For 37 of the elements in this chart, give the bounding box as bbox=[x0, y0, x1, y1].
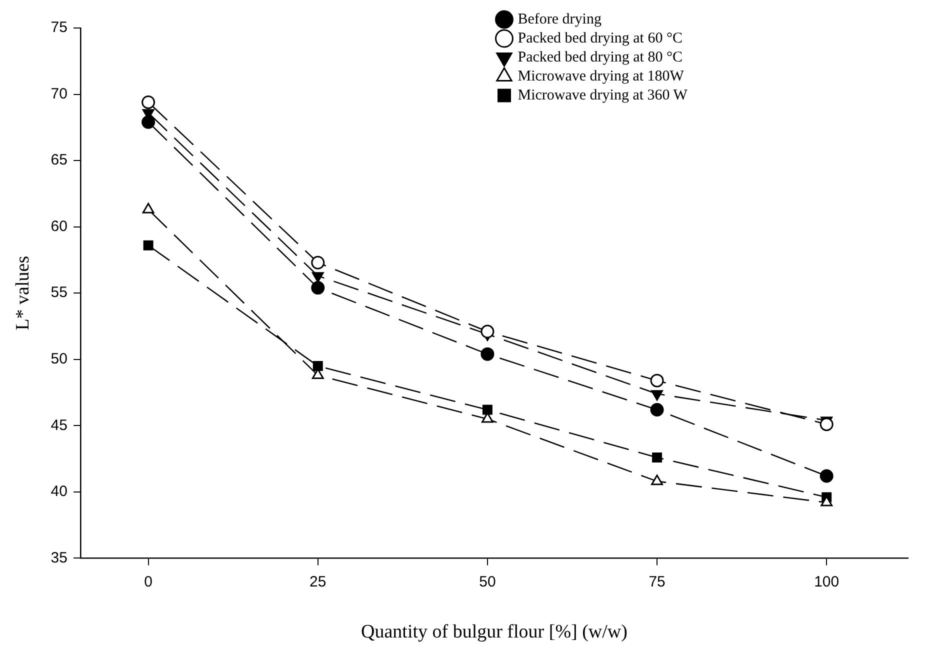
point bbox=[652, 452, 662, 462]
point bbox=[142, 202, 154, 214]
point bbox=[820, 418, 834, 432]
y-tick-label: 35 bbox=[50, 549, 68, 566]
y-tick-label: 70 bbox=[50, 85, 68, 102]
x-axis-title: Quantity of bulgur flour [%] (w/w) bbox=[361, 622, 628, 643]
y-tick-label: 55 bbox=[50, 284, 68, 302]
point bbox=[143, 240, 154, 250]
y-axis-title: L* values bbox=[12, 256, 34, 330]
point bbox=[480, 347, 494, 361]
y-tick-label: 45 bbox=[50, 416, 68, 434]
point bbox=[482, 404, 492, 415]
point bbox=[311, 256, 325, 270]
x-tick-label: 100 bbox=[814, 573, 840, 590]
point bbox=[311, 281, 325, 295]
y-tick-label: 60 bbox=[50, 218, 68, 235]
point bbox=[142, 95, 156, 109]
point bbox=[312, 361, 323, 371]
x-tick-label: 50 bbox=[479, 573, 496, 590]
y-tick-label: 65 bbox=[50, 152, 68, 169]
legend-label: Microwave drying at 360 W bbox=[518, 87, 688, 104]
point bbox=[142, 115, 156, 129]
x-tick-label: 0 bbox=[144, 573, 152, 590]
y-tick-label: 50 bbox=[50, 350, 68, 368]
point bbox=[650, 402, 664, 416]
legend-label: Microwave drying at 180W bbox=[518, 68, 685, 84]
point bbox=[480, 324, 494, 338]
point bbox=[650, 374, 664, 388]
x-tick-label: 75 bbox=[648, 573, 666, 590]
legend-label: Packed bed drying at 80 °C bbox=[518, 49, 682, 66]
point bbox=[651, 474, 663, 486]
y-tick-label: 40 bbox=[50, 483, 68, 500]
y-tick-label: 75 bbox=[50, 19, 68, 36]
legend-label: Before drying bbox=[518, 11, 602, 28]
legend-label: Packed bed drying at 60 °C bbox=[518, 30, 682, 46]
point bbox=[820, 469, 834, 483]
x-tick-label: 25 bbox=[310, 573, 326, 590]
